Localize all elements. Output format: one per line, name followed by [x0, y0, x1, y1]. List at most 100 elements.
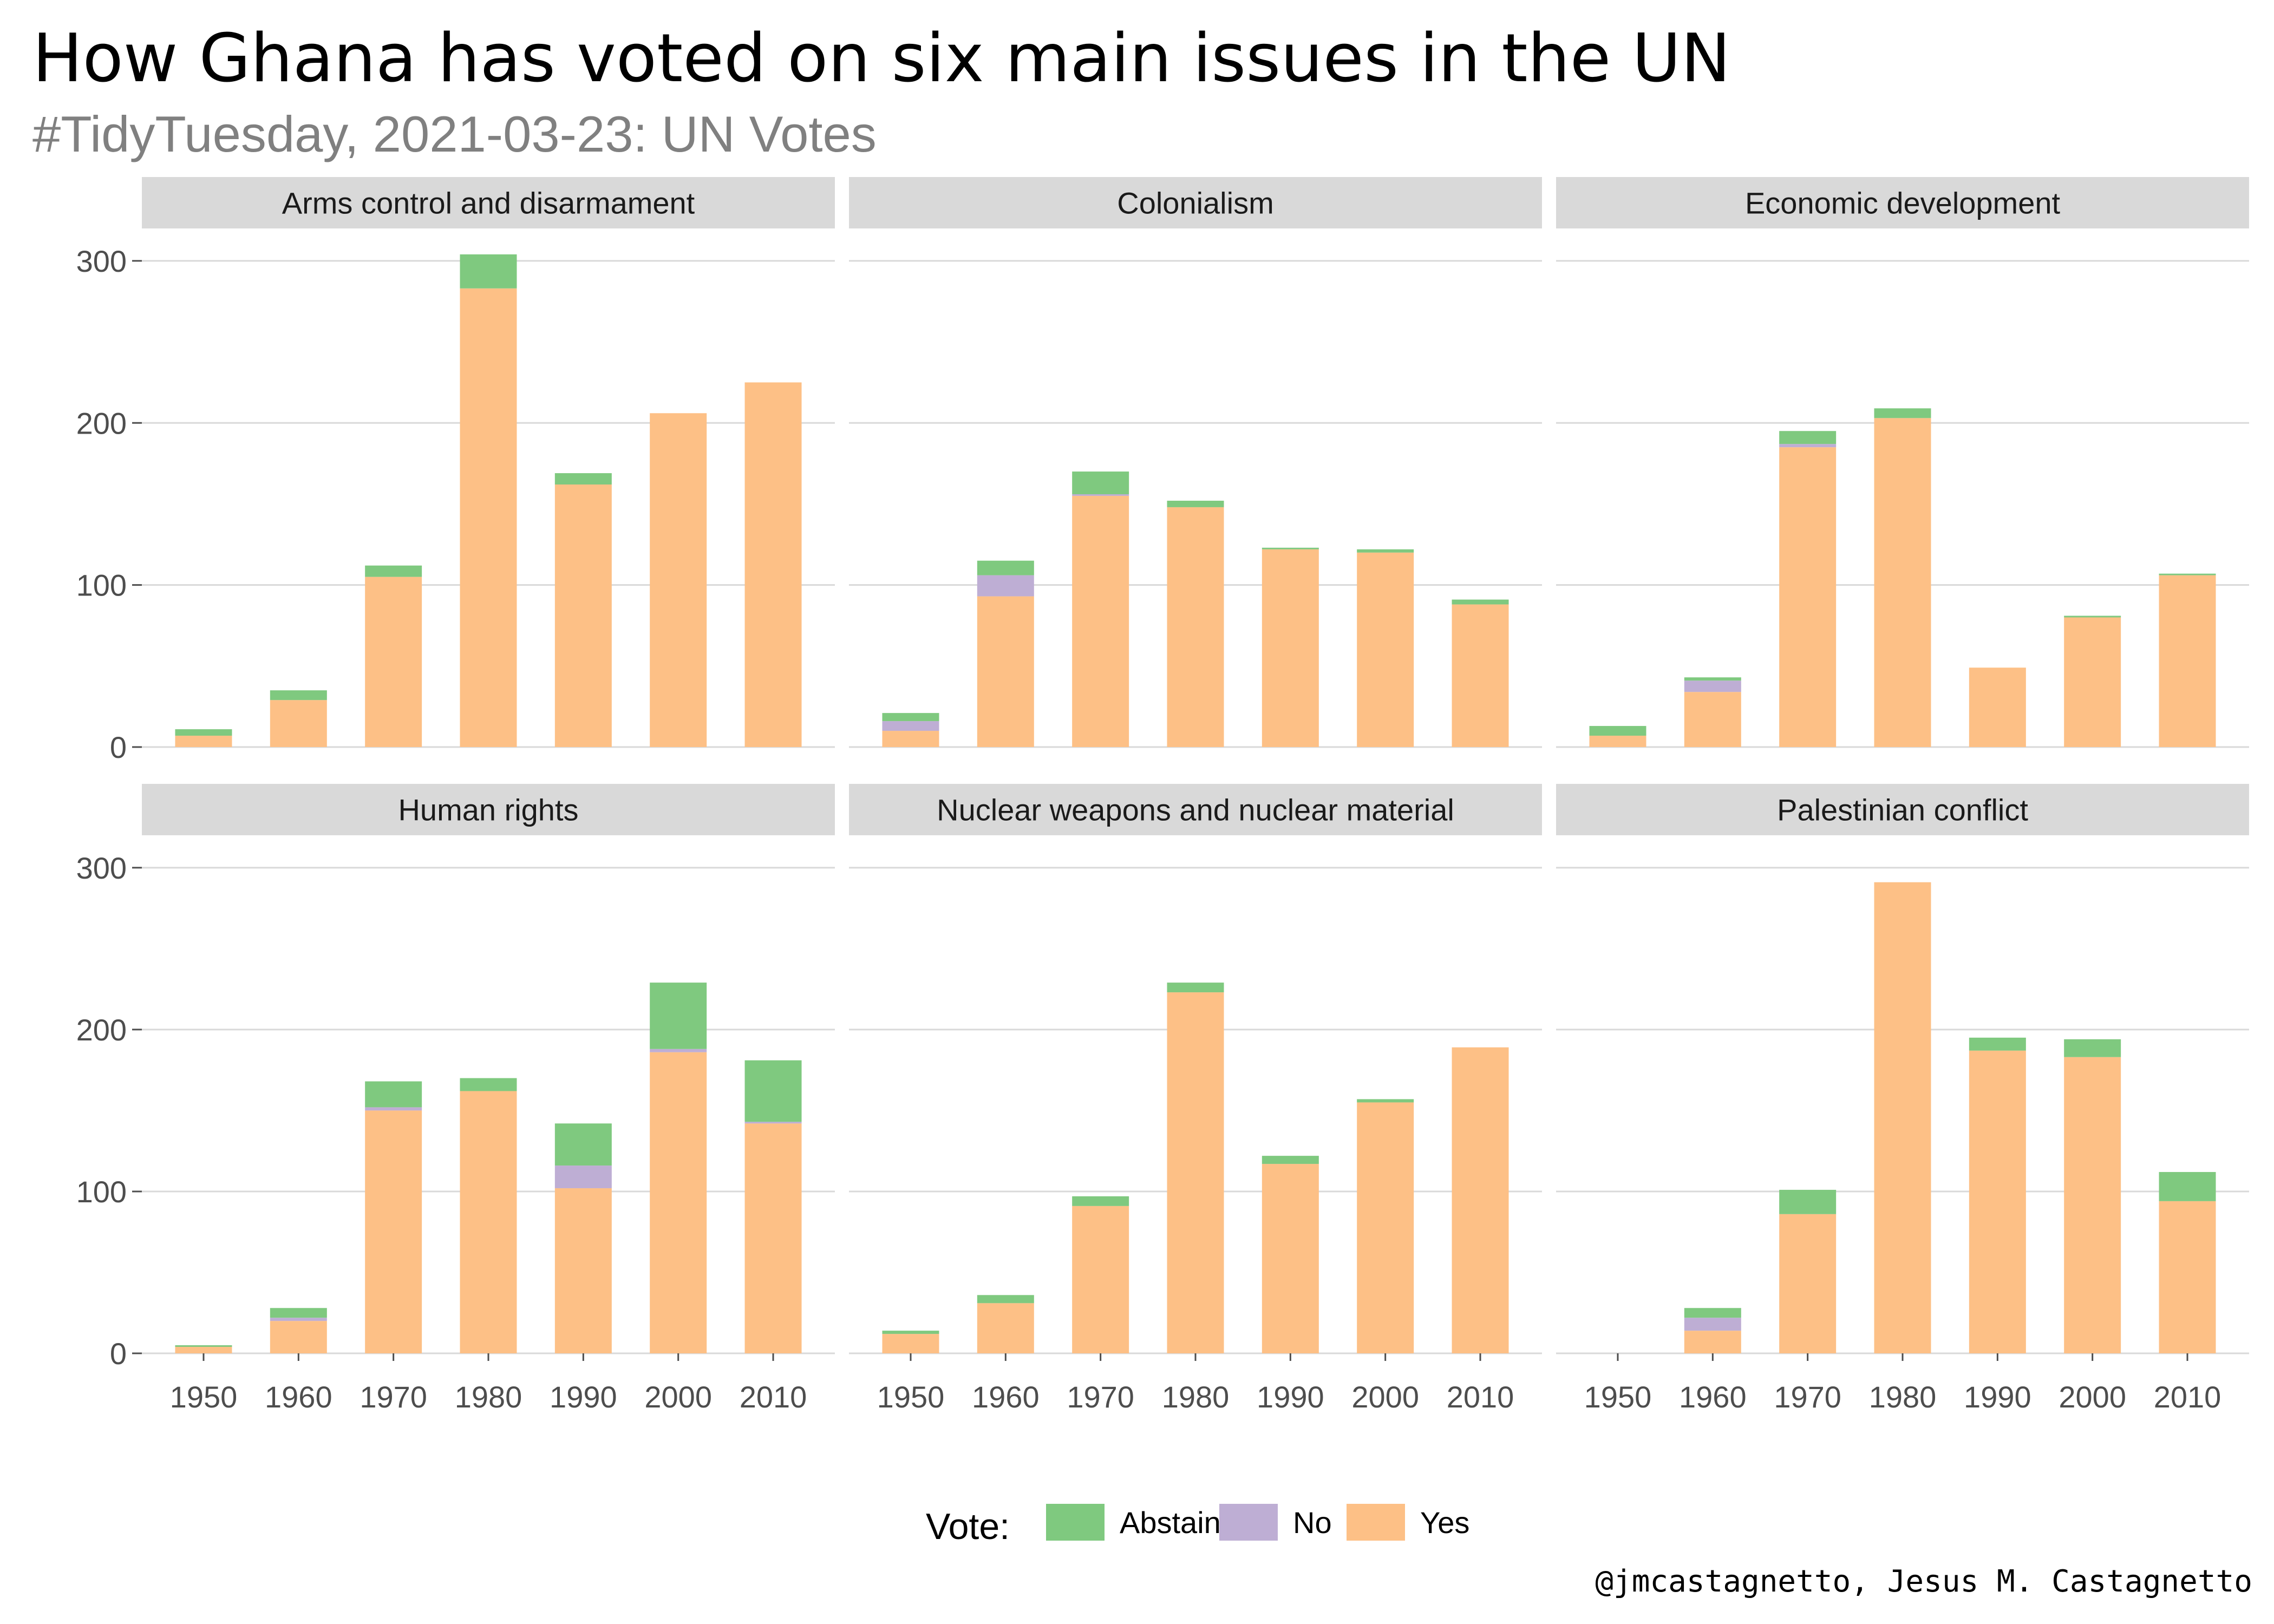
bar-abstain-2000	[1357, 549, 1414, 553]
x-tick-label: 1960	[265, 1380, 332, 1414]
legend-item-abstain: Abstain	[1046, 1504, 1221, 1541]
bar-yes-1990	[1969, 667, 2026, 747]
bar-yes-2000	[650, 1052, 707, 1353]
bar-yes-1960	[1684, 1331, 1741, 1353]
legend-item-yes: Yes	[1347, 1504, 1469, 1541]
bar-abstain-1950	[882, 713, 939, 722]
bar-abstain-1960	[977, 560, 1034, 575]
y-tick-label: 200	[76, 1013, 127, 1047]
bar-yes-1970	[1779, 447, 1837, 747]
legend-label: No	[1293, 1505, 1332, 1540]
bar-abstain-1990	[1262, 1156, 1319, 1164]
legend-label: Abstain	[1120, 1505, 1221, 1540]
bar-no-2010	[744, 1122, 802, 1124]
bar-abstain-1980	[460, 1078, 517, 1091]
bar-yes-1970	[1779, 1214, 1837, 1353]
bar-abstain-1980	[1874, 408, 1931, 418]
legend-label: Yes	[1420, 1505, 1469, 1540]
legend-title: Vote:	[926, 1506, 1010, 1547]
bar-abstain-1990	[554, 473, 612, 485]
panel-colonialism: Colonialism	[849, 177, 1542, 748]
y-tick-label: 300	[76, 851, 127, 885]
panel-strip-label: Arms control and disarmament	[282, 186, 695, 220]
bar-yes-1950	[882, 731, 939, 747]
x-tick-label: 1950	[877, 1380, 945, 1414]
bar-yes-1980	[1167, 507, 1224, 747]
x-tick-label: 1970	[360, 1380, 427, 1414]
panel-strip	[849, 784, 1542, 835]
panel-strip	[142, 177, 835, 228]
panel-strip-label: Nuclear weapons and nuclear material	[937, 793, 1454, 827]
bar-yes-1980	[1874, 882, 1931, 1353]
bar-abstain-1970	[1072, 472, 1129, 494]
bar-abstain-1970	[365, 1081, 422, 1108]
panel-strip-label: Economic development	[1745, 186, 2061, 220]
bar-yes-2000	[1357, 1102, 1414, 1353]
bar-abstain-1970	[365, 565, 422, 577]
facet-panels: Arms control and disarmament 0 100 200 300 Co…	[76, 177, 2249, 1414]
x-tick-label: 1990	[1964, 1380, 2031, 1414]
bar-yes-1990	[1262, 549, 1319, 747]
panel-economic-development: Economic development	[1556, 177, 2249, 748]
bar-yes-1980	[460, 288, 517, 747]
bar-yes-1960	[1684, 692, 1741, 747]
bar-yes-1990	[1262, 1164, 1319, 1353]
y-tick-label: 0	[110, 730, 127, 764]
x-tick-label: 1980	[1869, 1380, 1937, 1414]
bar-yes-1950	[175, 1347, 232, 1353]
bar-yes-1990	[1969, 1050, 2026, 1353]
legend-items: Abstain No Yes	[1046, 1504, 1469, 1541]
bar-no-1950	[882, 721, 939, 731]
x-tick-label: 2010	[1447, 1380, 1514, 1414]
y-tick-label: 0	[110, 1337, 127, 1371]
bar-abstain-1990	[554, 1123, 612, 1166]
bar-yes-2010	[744, 1123, 802, 1353]
bar-yes-2000	[1357, 552, 1414, 747]
bar-yes-1950	[1589, 736, 1646, 747]
bar-abstain-1950	[175, 1345, 232, 1347]
panel-strip	[1556, 784, 2249, 835]
legend-item-no: No	[1219, 1504, 1332, 1541]
bar-abstain-1970	[1779, 1189, 1837, 1214]
bar-yes-1980	[1874, 418, 1931, 747]
bar-abstain-1960	[1684, 1308, 1741, 1318]
bar-abstain-1970	[1072, 1196, 1129, 1206]
bar-abstain-2010	[2159, 573, 2216, 575]
bar-yes-2010	[1452, 604, 1509, 747]
bar-yes-1970	[1072, 1206, 1129, 1353]
bar-abstain-2010	[2159, 1172, 2216, 1201]
panel-human-rights: Human rights 0 100 200 300 1950 1960 1970 1980 19…	[76, 784, 835, 1414]
bar-yes-2000	[2064, 617, 2121, 747]
y-tick-label: 100	[76, 1175, 127, 1209]
x-tick-label: 1990	[550, 1380, 617, 1414]
bar-yes-2010	[1452, 1047, 1509, 1353]
bar-no-1960	[270, 1318, 327, 1321]
bar-yes-1950	[175, 736, 232, 747]
x-tick-label: 1960	[972, 1380, 1040, 1414]
bar-abstain-1980	[460, 254, 517, 289]
bar-abstain-1960	[1684, 677, 1741, 681]
legend-key-abstain	[1046, 1504, 1105, 1541]
bar-abstain-2010	[744, 1060, 802, 1122]
x-tick-label: 1970	[1774, 1380, 1841, 1414]
bar-no-1960	[1684, 680, 1741, 692]
chart-caption: @jmcastagnetto, Jesus M. Castagnetto	[1595, 1564, 2252, 1599]
panel-strip-label: Human rights	[398, 793, 578, 827]
panel-nuclear-weapons-and-nuclear-material: Nuclear weapons and nuclear material 1950…	[849, 784, 1542, 1414]
bar-abstain-1960	[270, 1308, 327, 1318]
x-tick-label: 1950	[170, 1380, 238, 1414]
bar-abstain-1970	[1779, 431, 1837, 444]
bar-abstain-1980	[1167, 983, 1224, 993]
bar-abstain-2000	[2064, 1039, 2121, 1057]
bar-no-2000	[650, 1049, 707, 1052]
bar-abstain-1990	[1969, 1037, 2026, 1051]
bar-no-1960	[1684, 1318, 1741, 1331]
bar-abstain-2000	[1357, 1099, 1414, 1103]
x-tick-label: 1980	[455, 1380, 522, 1414]
bar-yes-1970	[1072, 495, 1129, 747]
bar-abstain-1950	[882, 1331, 939, 1334]
legend-key-yes	[1347, 1504, 1405, 1541]
y-tick-label: 100	[76, 568, 127, 603]
panel-strip	[1556, 177, 2249, 228]
